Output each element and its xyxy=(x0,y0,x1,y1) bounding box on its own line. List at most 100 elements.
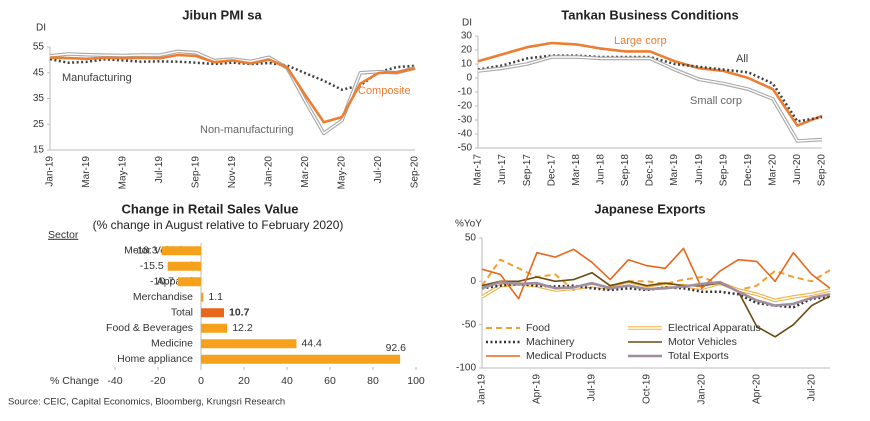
x-tick-label: May-19 xyxy=(118,156,129,190)
series-label: All xyxy=(736,53,748,65)
x-tick-label: Dec-17 xyxy=(546,154,557,187)
chart-title: Tankan Business Conditions xyxy=(561,7,738,22)
y-axis-label: Sector xyxy=(48,229,79,241)
y-tick-label: 0 xyxy=(470,276,476,287)
y-tick-label: -40 xyxy=(458,129,473,140)
value-label: 44.4 xyxy=(301,338,322,350)
x-tick-label: May-20 xyxy=(337,156,348,190)
series-label: Manufacturing xyxy=(62,72,132,84)
x-axis-label: % Change xyxy=(50,375,99,387)
x-tick-label: Jul-20 xyxy=(373,156,384,184)
x-tick-label: Mar-17 xyxy=(473,154,484,186)
legend-label: Medical Products xyxy=(526,350,607,362)
x-tick-label: Jan-19 xyxy=(45,156,56,187)
category-label: Home appliance xyxy=(117,353,193,365)
y-tick-label: -50 xyxy=(462,319,477,330)
x-tick-label: -20 xyxy=(150,375,165,387)
x-tick-label: Jul-19 xyxy=(154,156,165,184)
y-tick-label: 15 xyxy=(33,145,45,156)
x-tick-label: Jul-20 xyxy=(806,374,817,402)
y-tick-label: -50 xyxy=(458,143,473,154)
category-label: Merchandise xyxy=(133,291,193,303)
series-line-inner xyxy=(477,56,823,142)
x-tick-label: Jun-18 xyxy=(595,154,606,185)
bar xyxy=(201,354,401,364)
y-tick-label: 50 xyxy=(465,233,477,244)
x-tick-label: Apr-20 xyxy=(751,374,762,404)
category-label: Medicine xyxy=(151,338,193,350)
series-line xyxy=(477,41,823,127)
series-label: Large corp xyxy=(614,35,667,47)
value-label: -10.7 xyxy=(150,276,174,288)
series-line xyxy=(481,271,831,338)
series-label: Small corp xyxy=(690,95,742,107)
category-label: Food & Beverages xyxy=(106,322,193,334)
y-tick-label: 25 xyxy=(33,119,45,130)
x-tick-label: Mar-19 xyxy=(669,154,680,186)
x-tick-label: Jun-17 xyxy=(497,154,508,185)
x-tick-label: 40 xyxy=(281,375,293,387)
x-tick-label: Oct-19 xyxy=(641,374,652,404)
x-tick-label: Jun-19 xyxy=(694,154,705,185)
bar xyxy=(167,261,201,271)
x-tick-label: Jul-19 xyxy=(587,374,598,402)
value-label: 1.1 xyxy=(208,291,223,303)
y-tick-label: -20 xyxy=(458,101,473,112)
x-tick-label: Sep-17 xyxy=(522,154,533,187)
y-tick-label: 55 xyxy=(33,42,45,53)
y-tick-label: -100 xyxy=(456,363,476,374)
y-tick-label: 10 xyxy=(461,59,473,70)
x-tick-label: Mar-18 xyxy=(571,154,582,186)
series-line xyxy=(49,53,416,124)
x-tick-label: 100 xyxy=(407,375,425,387)
x-tick-label: Apr-19 xyxy=(532,374,543,404)
x-tick-label: Jan-20 xyxy=(696,374,707,405)
series-line xyxy=(481,280,831,307)
chart-subtitle: (% change in August relative to February… xyxy=(93,218,344,232)
x-tick-label: Nov-19 xyxy=(227,156,238,189)
value-label: 92.6 xyxy=(386,342,407,354)
x-tick-label: Sep-19 xyxy=(718,154,729,187)
x-tick-label: 20 xyxy=(238,375,250,387)
x-tick-label: Jan-19 xyxy=(477,374,488,405)
bar xyxy=(201,292,204,302)
bar xyxy=(201,323,228,333)
y-axis-label: DI xyxy=(462,18,472,29)
x-tick-label: 60 xyxy=(324,375,336,387)
x-tick-label: -40 xyxy=(107,375,122,387)
value-label: -15.5 xyxy=(140,260,164,272)
x-tick-label: Sep-20 xyxy=(410,156,421,189)
y-axis-label: %YoY xyxy=(455,219,482,230)
x-tick-label: 0 xyxy=(198,375,204,387)
value-label: 12.2 xyxy=(232,322,253,334)
x-tick-label: Dec-18 xyxy=(645,154,656,187)
source-note: Source: CEIC, Capital Economics, Bloombe… xyxy=(8,397,285,408)
legend-label: Motor Vehicles xyxy=(668,336,737,348)
y-tick-label: 35 xyxy=(33,93,45,104)
chart-title: Japanese Exports xyxy=(594,201,705,216)
series-line xyxy=(477,55,823,143)
y-tick-label: 0 xyxy=(466,73,472,84)
series-line xyxy=(481,247,831,300)
x-tick-label: Sep-20 xyxy=(817,154,828,187)
series-label: Composite xyxy=(358,85,411,97)
y-tick-label: 45 xyxy=(33,67,45,78)
chart-title: Change in Retail Sales Value xyxy=(121,201,298,216)
chart-title: Jibun PMI sa xyxy=(182,7,262,22)
legend-label: Food xyxy=(526,322,550,334)
x-tick-label: 80 xyxy=(367,375,379,387)
legend-label: Machinery xyxy=(526,336,575,348)
legend-label: Electrical Apparatus xyxy=(668,322,761,334)
bar xyxy=(161,246,201,256)
value-label: -18.3 xyxy=(134,245,158,257)
x-tick-label: Dec-19 xyxy=(743,154,754,187)
x-tick-label: Mar-19 xyxy=(81,156,92,188)
x-tick-label: Sep-19 xyxy=(191,156,202,189)
x-tick-label: Mar-20 xyxy=(767,154,778,186)
bar xyxy=(201,308,225,318)
y-tick-label: 20 xyxy=(461,45,473,56)
y-tick-label: -30 xyxy=(458,115,473,126)
legend-label: Total Exports xyxy=(668,350,729,362)
y-axis-label: DI xyxy=(36,23,46,34)
